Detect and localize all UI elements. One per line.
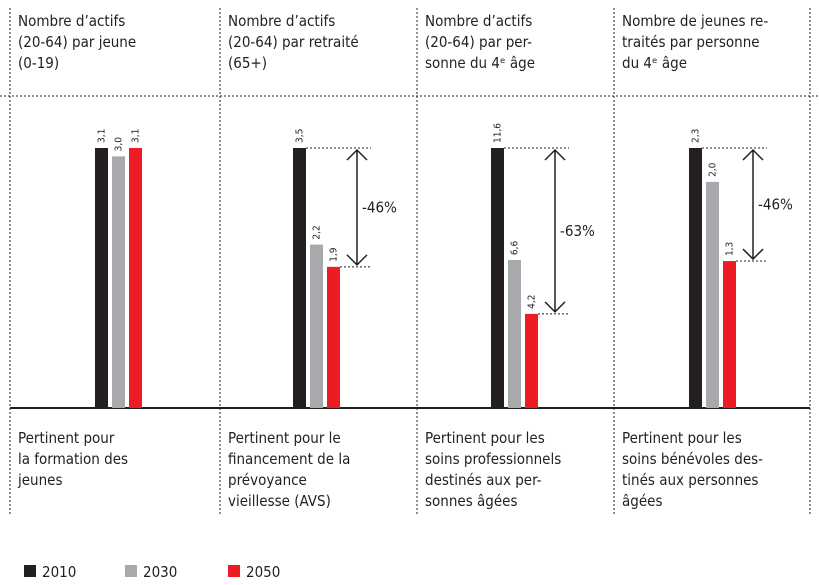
panel-title: (0-19): [18, 54, 59, 72]
value-label: 6,6: [510, 240, 521, 255]
panel-note: soins professionnels: [425, 450, 561, 468]
panel-note: âgées: [622, 492, 662, 510]
legend-swatch: [125, 565, 137, 577]
panel-note: Pertinent pour les: [622, 429, 742, 447]
value-label: 3,1: [131, 129, 142, 143]
bar: [112, 156, 125, 408]
panel-note: vieillesse (AVS): [228, 492, 331, 510]
bar: [508, 260, 521, 408]
change-arrow: [346, 148, 368, 266]
panel-dividers: [9, 8, 811, 515]
panel-note: soins bénévoles des-: [622, 450, 763, 468]
panel-note: Pertinent pour: [18, 429, 115, 447]
value-label: 4,2: [527, 295, 538, 309]
bar: [310, 244, 323, 408]
value-label: 3,1: [97, 129, 108, 143]
panel-title: (20-64) par retraité: [228, 33, 359, 51]
change-label: -63%: [560, 222, 595, 240]
value-label: 1,3: [725, 242, 736, 256]
panel-note: jeunes: [17, 471, 63, 489]
panel-note: prévoyance: [228, 471, 307, 489]
panel-note: tinés aux personnes: [622, 471, 758, 489]
bar: [129, 148, 142, 408]
panel-title: Nombre de jeunes re-: [622, 12, 768, 30]
panel-title: Nombre d’actifs: [228, 12, 335, 30]
panel-note: la formation des: [18, 450, 128, 468]
bar: [706, 181, 719, 408]
bar: [293, 148, 306, 408]
value-label: 11,6: [493, 123, 504, 143]
legend-label: 2050: [246, 563, 280, 581]
panel-note: Pertinent pour les: [425, 429, 545, 447]
value-label: 2,0: [708, 162, 719, 177]
value-label: 1,9: [329, 247, 340, 262]
bar: [723, 261, 736, 408]
panel-note: destinés aux per-: [425, 471, 542, 489]
legend-label: 2010: [42, 563, 76, 581]
panel-title: du 4ᵉ âge: [622, 54, 687, 72]
panel-title: (20-64) par jeune: [18, 33, 136, 51]
bar: [525, 313, 538, 408]
panel-note: financement de la: [228, 450, 350, 468]
legend-swatch: [24, 565, 36, 577]
panel-title: Nombre d’actifs: [18, 12, 125, 30]
change-label: -46%: [758, 196, 793, 214]
change-arrow: [544, 148, 566, 313]
panel-note: Pertinent pour le: [228, 429, 341, 447]
value-label: 2,2: [312, 225, 323, 239]
bar: [95, 148, 108, 408]
legend-swatch: [228, 565, 240, 577]
change-label: -46%: [362, 198, 397, 216]
bar: [327, 266, 340, 408]
value-label: 3,0: [114, 137, 125, 152]
change-arrow: [742, 148, 764, 261]
legend-label: 2030: [143, 563, 177, 581]
value-label: 3,5: [295, 129, 306, 143]
panel-title: Nombre d’actifs: [425, 12, 532, 30]
panel-note: sonnes âgées: [425, 492, 518, 510]
panel-title: traités par personne: [622, 33, 760, 51]
bar: [689, 148, 702, 408]
panel-title: sonne du 4ᵉ âge: [425, 54, 535, 72]
value-label: 2,3: [691, 129, 702, 143]
bar: [491, 148, 504, 408]
panel-title: (20-64) par per-: [425, 33, 532, 51]
panel-title: (65+): [228, 54, 267, 72]
